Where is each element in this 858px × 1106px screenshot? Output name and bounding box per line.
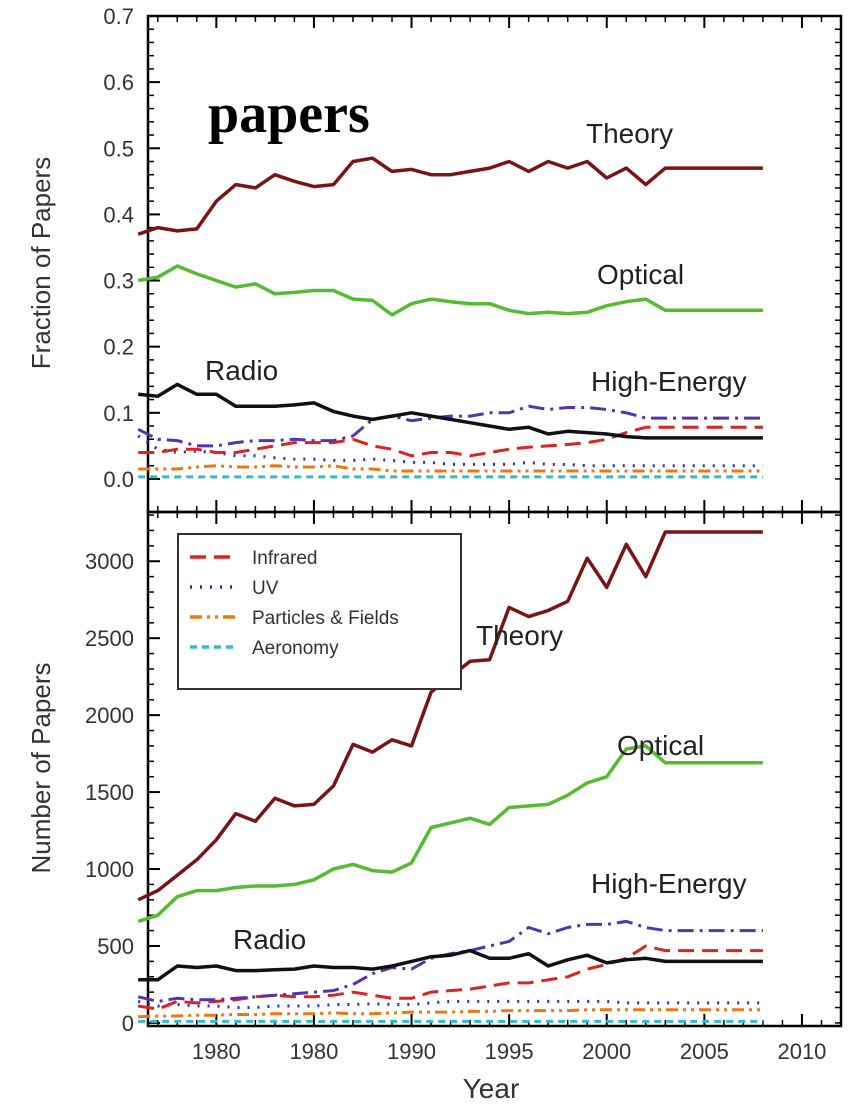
fraction-series-infrared bbox=[138, 425, 763, 458]
fraction-label-high-energy: High-Energy bbox=[591, 366, 747, 397]
count-x-tick-label: 1980 bbox=[192, 1039, 241, 1064]
count-y-tick-label: 1000 bbox=[85, 857, 134, 882]
legend-label-particles-and-fields: Particles & Fields bbox=[252, 608, 399, 629]
count-y-tick-label: 500 bbox=[97, 934, 134, 959]
legend-items: Infrared UV Particles & Fields Aeronomy bbox=[190, 548, 399, 659]
fraction-series-high-energy bbox=[137, 404, 763, 448]
count-y-tick-label: 1500 bbox=[85, 780, 134, 805]
count-x-tick-label: 1990 bbox=[387, 1039, 436, 1064]
count-y-tick-label: 2000 bbox=[85, 703, 134, 728]
fraction-y-tick-label: 0.6 bbox=[103, 70, 134, 95]
fraction-y-axis-label: Fraction of Papers bbox=[26, 157, 56, 369]
count-label-radio: Radio bbox=[233, 924, 306, 955]
count-x-tick-label: 2010 bbox=[777, 1039, 826, 1064]
fraction-label-radio: Radio bbox=[205, 355, 278, 386]
fraction-series-radio bbox=[138, 382, 763, 440]
count-x-tick-label: 2005 bbox=[680, 1039, 729, 1064]
count-series-particles-and-fields bbox=[138, 1008, 763, 1019]
count-ticks: 0 500 1000 1500 2000 2500 3000 1980 1980 1990 1995… bbox=[85, 512, 841, 1064]
fraction-panel: 0.0 0.1 0.2 0.3 0.4 0.5 0.6 0.7 Fraction of Pap… bbox=[26, 4, 843, 514]
fraction-series-theory bbox=[137, 156, 763, 236]
count-y-tick-label: 2500 bbox=[85, 626, 134, 651]
fraction-series bbox=[137, 156, 763, 479]
legend-label-infrared: Infrared bbox=[252, 548, 317, 569]
fraction-y-tick-label: 0.5 bbox=[103, 136, 134, 161]
fraction-ticks: 0.0 0.1 0.2 0.3 0.4 0.5 0.6 0.7 bbox=[103, 4, 841, 512]
fraction-label-optical: Optical bbox=[597, 259, 684, 290]
fraction-series-particles-and-fields bbox=[138, 464, 763, 473]
count-series-optical bbox=[137, 744, 763, 924]
fraction-y-tick-label: 0.3 bbox=[103, 269, 134, 294]
fraction-y-tick-label: 0.0 bbox=[103, 467, 134, 492]
legend-label-uv: UV bbox=[252, 578, 279, 599]
count-series-uv bbox=[137, 999, 763, 1009]
fraction-series-optical bbox=[137, 264, 763, 317]
count-panel: 0 500 1000 1500 2000 2500 3000 1980 1980 1990 1995… bbox=[26, 510, 843, 1104]
count-label-optical: Optical bbox=[617, 730, 704, 761]
legend: Infrared UV Particles & Fields Aeronomy bbox=[177, 533, 462, 690]
count-y-tick-label: 0 bbox=[122, 1011, 134, 1036]
count-y-tick-label: 3000 bbox=[85, 549, 134, 574]
fraction-y-tick-label: 0.7 bbox=[103, 4, 134, 29]
count-x-tick-label: 2000 bbox=[582, 1039, 631, 1064]
count-plot-frame bbox=[146, 510, 843, 1028]
fraction-y-tick-label: 0.4 bbox=[103, 202, 134, 227]
count-series-radio bbox=[138, 948, 763, 982]
count-x-tick-label: 1980 bbox=[289, 1039, 338, 1064]
count-label-high-energy: High-Energy bbox=[591, 868, 747, 899]
count-x-axis-label: Year bbox=[463, 1073, 520, 1104]
legend-box bbox=[177, 533, 462, 690]
count-label-theory: Theory bbox=[476, 620, 563, 651]
chart-title-papers: papers bbox=[208, 83, 370, 145]
count-y-axis-label: Number of Papers bbox=[26, 663, 56, 874]
fraction-y-tick-label: 0.2 bbox=[103, 335, 134, 360]
fraction-y-tick-label: 0.1 bbox=[103, 401, 134, 426]
fraction-label-theory: Theory bbox=[586, 118, 673, 149]
legend-label-aeronomy: Aeronomy bbox=[252, 638, 339, 659]
count-x-tick-label: 1995 bbox=[485, 1039, 534, 1064]
